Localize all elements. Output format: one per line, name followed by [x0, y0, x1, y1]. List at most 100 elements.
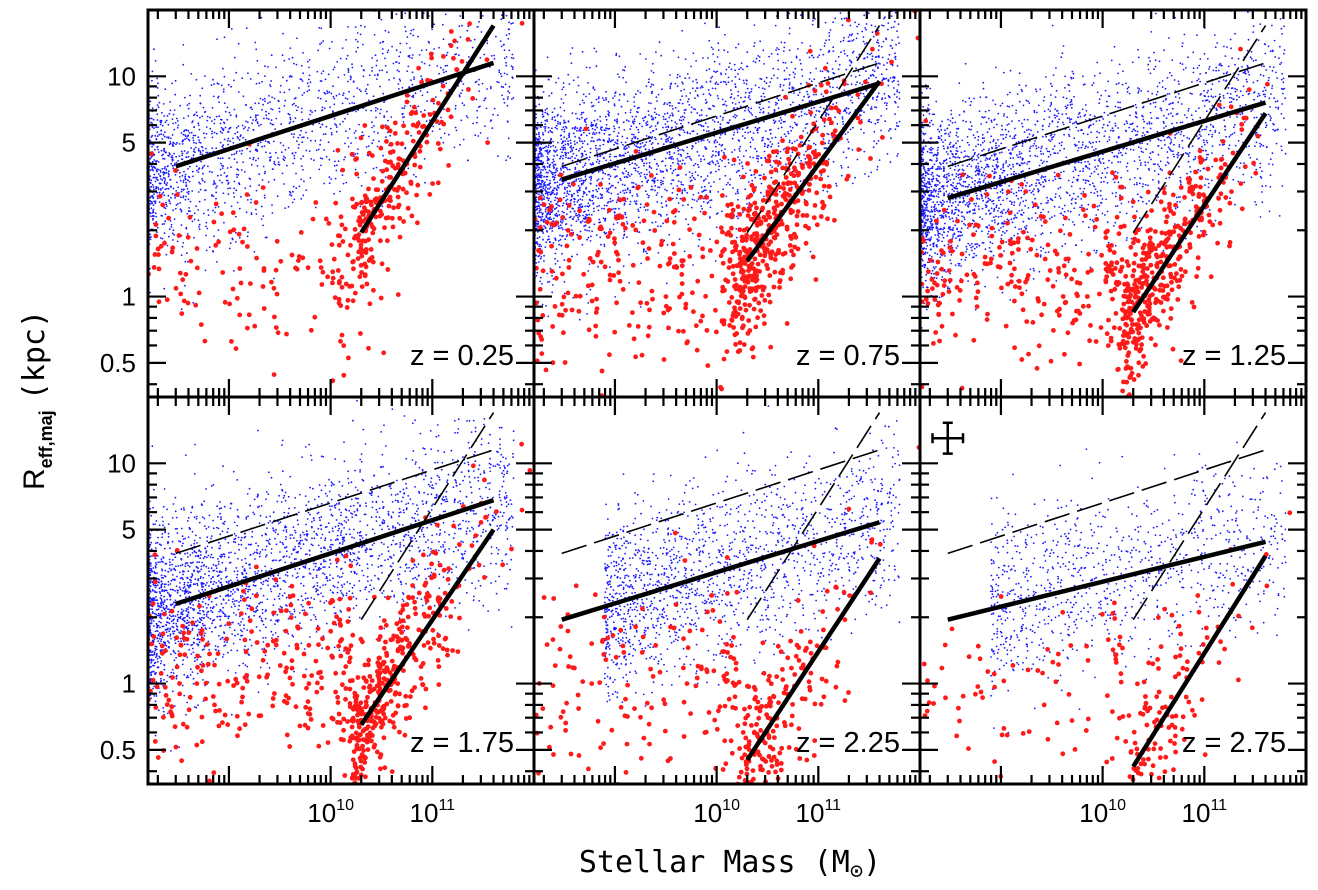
sf-point	[188, 102, 191, 105]
sf-point	[438, 123, 441, 126]
sf-point	[815, 120, 818, 123]
sf-point	[183, 150, 186, 152]
sf-point	[512, 96, 515, 99]
sf-point	[733, 63, 736, 66]
sf-point	[664, 123, 667, 125]
sf-point	[634, 221, 637, 224]
sf-point	[324, 78, 327, 81]
sf-point	[363, 69, 365, 72]
sf-point	[281, 172, 284, 175]
sf-point	[585, 188, 587, 190]
sf-point	[863, 14, 866, 17]
sf-point	[741, 165, 744, 168]
sf-point	[614, 296, 617, 298]
sf-point	[581, 116, 583, 119]
sf-point	[322, 70, 325, 73]
sf-point	[558, 243, 560, 246]
sf-point	[199, 116, 201, 119]
q-point	[371, 176, 376, 182]
sf-point	[299, 134, 301, 136]
plot-area	[148, 10, 525, 384]
sf-point	[235, 114, 238, 117]
sf-point	[373, 131, 376, 133]
sf-point	[601, 177, 604, 180]
sf-point	[232, 142, 235, 144]
sf-point	[642, 250, 645, 253]
sf-point	[681, 189, 684, 192]
sf-point	[368, 74, 371, 77]
sf-point	[379, 108, 382, 111]
sf-point	[717, 154, 720, 157]
sf-point	[822, 95, 825, 98]
sf-point	[560, 244, 562, 247]
sf-point	[211, 120, 213, 122]
q-point	[246, 312, 252, 318]
sf-point	[699, 124, 702, 126]
panel-grid: z = 0.25 z = 0.75 z = 1.25z = 1.75 z = 2.25…	[146, 8, 1308, 786]
sf-point	[665, 138, 667, 141]
sf-point	[803, 95, 805, 98]
sf-point	[204, 110, 207, 113]
sf-point	[589, 66, 591, 69]
sf-point	[588, 229, 591, 232]
sf-point	[660, 183, 663, 186]
sf-point	[897, 23, 900, 26]
sf-point	[801, 141, 803, 144]
sf-point	[172, 209, 175, 212]
sf-point	[351, 63, 353, 66]
sf-point	[311, 130, 314, 133]
sf-point	[578, 204, 581, 206]
sf-point	[609, 175, 612, 178]
sf-point	[478, 90, 481, 92]
sf-point	[645, 58, 647, 60]
sf-point	[411, 95, 413, 98]
sf-point	[685, 95, 688, 97]
sf-point	[761, 87, 764, 90]
sf-point	[780, 126, 783, 129]
sf-point	[561, 157, 564, 160]
sf-point	[636, 142, 638, 145]
sf-point	[551, 189, 554, 192]
sf-point	[780, 41, 783, 44]
sf-point	[565, 213, 568, 216]
sf-point	[574, 171, 576, 174]
sf-point	[278, 110, 281, 113]
sf-point	[220, 84, 223, 87]
sf-point	[548, 203, 551, 205]
sf-point	[700, 160, 702, 163]
sf-point	[815, 84, 817, 87]
sf-point	[775, 49, 777, 51]
sf-point	[886, 153, 889, 155]
sf-point	[180, 188, 183, 191]
sf-point	[178, 155, 181, 158]
sf-point	[537, 220, 540, 223]
sf-point	[617, 193, 619, 196]
sf-point	[149, 188, 152, 191]
sf-point	[233, 158, 236, 161]
q-point	[273, 325, 279, 330]
sf-point	[336, 164, 338, 167]
sf-point	[193, 148, 196, 151]
sf-point	[565, 127, 568, 129]
sf-point	[733, 107, 736, 109]
sf-point	[201, 153, 204, 156]
sf-point	[398, 88, 400, 90]
sf-point	[238, 207, 241, 210]
sf-point	[342, 182, 345, 185]
sf-point	[651, 62, 654, 65]
sf-point	[788, 27, 791, 30]
sf-point	[325, 125, 328, 128]
q-point	[452, 38, 457, 44]
sf-point	[157, 151, 160, 154]
sf-point	[704, 99, 707, 101]
sf-point	[537, 155, 539, 157]
sf-point	[599, 197, 602, 200]
sf-point	[344, 156, 346, 159]
sf-point	[875, 142, 878, 145]
sf-point	[738, 101, 741, 104]
sf-point	[604, 129, 607, 132]
sf-point	[704, 147, 707, 150]
sf-point	[602, 217, 605, 220]
sf-point	[300, 107, 303, 110]
sf-point	[302, 136, 305, 139]
